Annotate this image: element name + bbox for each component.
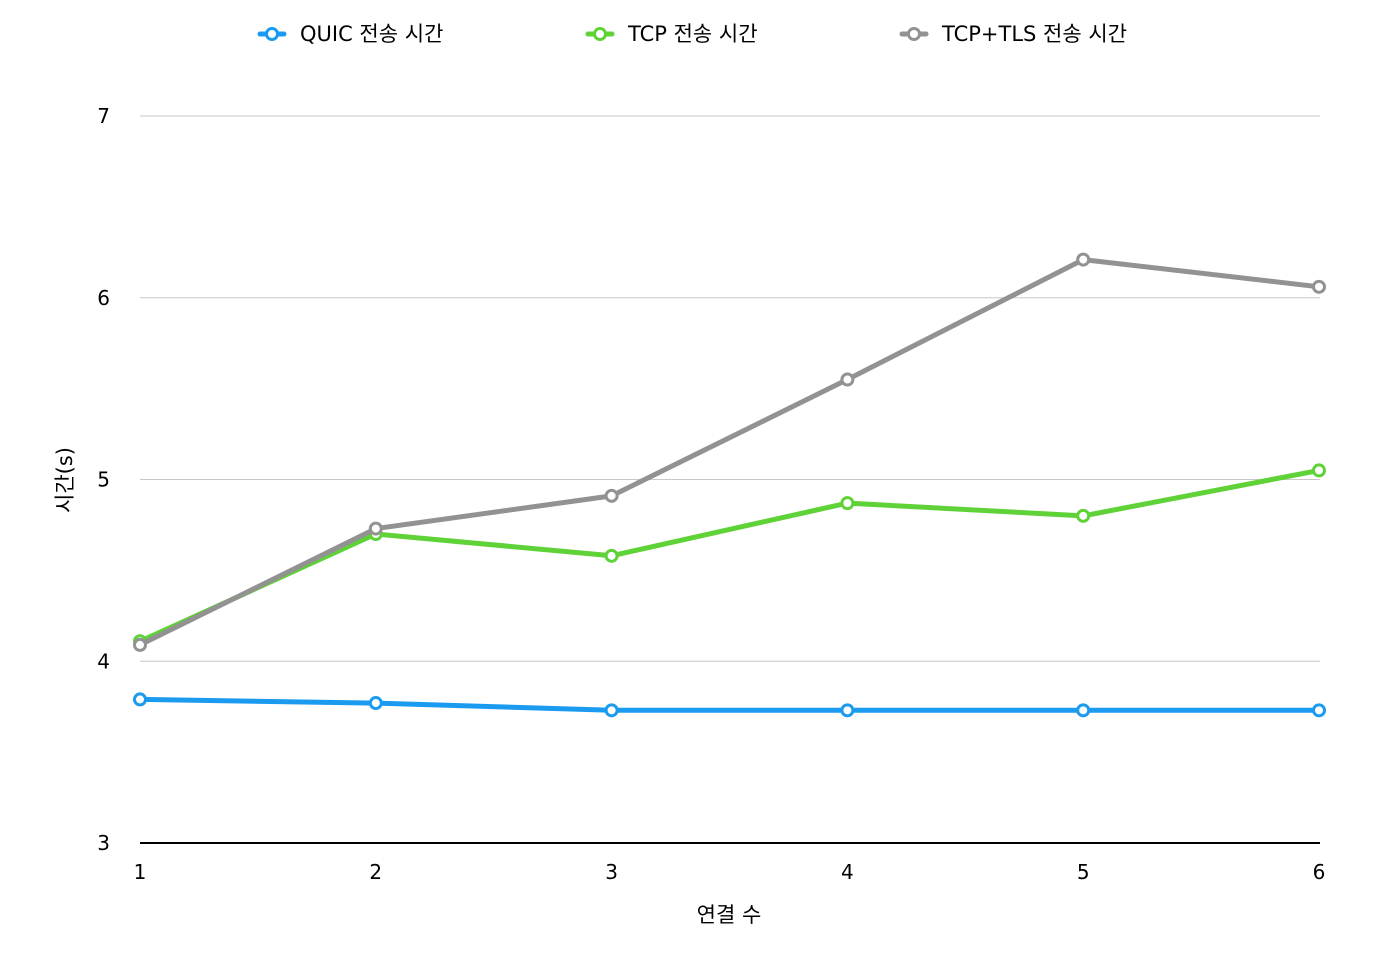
legend-marker-icon [265,27,279,41]
data-point [1312,703,1326,718]
legend-item: TCP 전송 시간 [585,22,758,46]
series-1 [133,692,1326,718]
data-point [840,703,855,718]
series-2 [133,463,1326,649]
data-point [368,521,383,536]
series-3 [133,252,1326,652]
legend-item: QUIC 전송 시간 [257,22,443,46]
legend: QUIC 전송 시간 TCP 전송 시간 TCP+TLS 전송 시간 [257,22,1127,46]
axes: 3 4 5 6 7 1 2 3 4 5 6 [97,104,1325,884]
x-axis-title: 연결 수 [697,903,762,927]
x-tick-label: 5 [1077,860,1090,884]
legend-label: QUIC 전송 시간 [300,22,443,46]
gridlines [140,115,1320,844]
data-point [133,637,147,652]
series-line [137,467,1322,644]
data-point [1076,508,1091,523]
x-tick-label: 6 [1313,860,1326,884]
data-point [604,488,619,503]
data-point [1312,463,1326,478]
y-tick-label: 4 [97,649,110,673]
data-point [368,696,383,711]
x-tick-label: 2 [369,860,382,884]
series-lines [133,252,1326,718]
legend-marker-icon [907,27,921,41]
x-tick-label: 4 [841,860,854,884]
data-point [840,496,855,511]
data-point [604,548,619,563]
series-line [137,696,1322,713]
data-point [840,372,855,387]
legend-item: TCP+TLS 전송 시간 [899,22,1127,46]
series-line [137,257,1322,648]
data-point [1076,703,1091,718]
y-axis-title: 시간(s) [53,447,77,513]
y-tick-label: 6 [97,286,110,310]
data-point [1076,252,1091,267]
y-tick-label: 5 [97,468,110,492]
legend-label: TCP 전송 시간 [627,22,758,46]
y-tick-label: 7 [97,104,110,128]
x-tick-label: 3 [605,860,618,884]
data-point [1312,279,1326,294]
data-point [604,703,619,718]
legend-marker-icon [593,27,607,41]
x-tick-label: 1 [134,860,147,884]
legend-label: TCP+TLS 전송 시간 [941,22,1127,46]
y-tick-label: 3 [97,831,110,855]
data-point [133,692,147,707]
